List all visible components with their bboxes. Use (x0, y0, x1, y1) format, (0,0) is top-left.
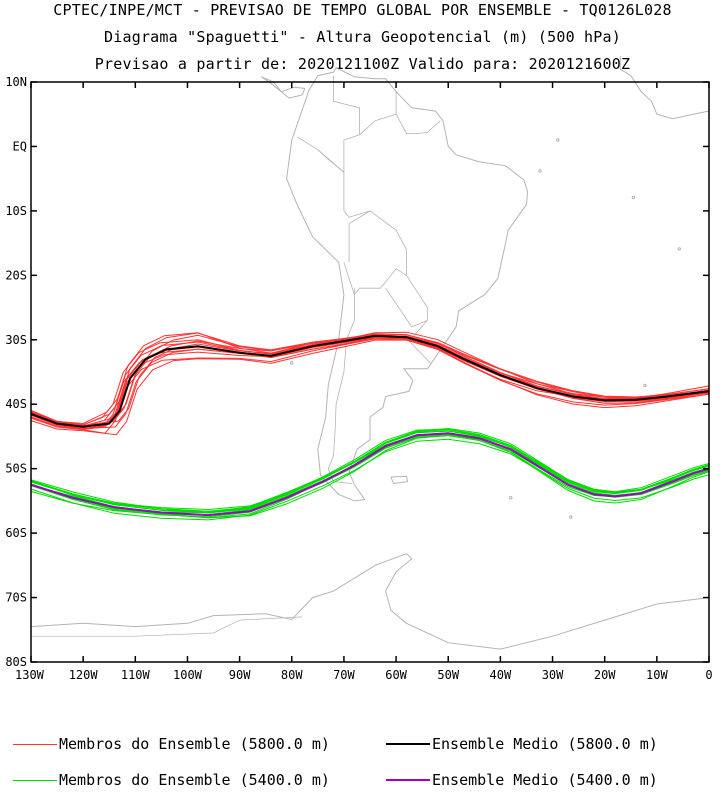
lat-label: 30S (5, 333, 27, 347)
lon-label: 120W (69, 668, 99, 682)
lon-label: 70W (333, 668, 355, 682)
country-border (317, 149, 428, 321)
lon-label: 0 (705, 668, 712, 682)
ensemble-member-line (30, 427, 710, 511)
ensemble-member-line (30, 334, 710, 427)
ensemble-member-line (30, 331, 710, 425)
ensemble-member-line (30, 428, 710, 514)
lon-label: 40W (490, 668, 512, 682)
title-line-2: Diagrama "Spaguetti" - Altura Geopotenci… (104, 28, 621, 46)
island (631, 195, 636, 200)
ensemble-member-line (30, 428, 710, 512)
island (569, 515, 573, 519)
longitude-labels: 130W 120W 110W 100W 90W 80W 70W 60W 50W 40W 30W 20W… (15, 668, 713, 682)
ice-shelf-edge (31, 616, 303, 637)
ensemble-member-line (30, 438, 710, 521)
coastlines (30, 56, 710, 650)
lat-label: 80S (5, 655, 27, 669)
ensemble-member-line (30, 428, 710, 513)
africa-coast (656, 110, 710, 120)
island (556, 138, 560, 142)
lon-label: 20W (594, 668, 616, 682)
ensemble-member-line (30, 337, 710, 430)
island (643, 383, 647, 388)
ensemble-member-line (30, 336, 710, 429)
lat-label: 50S (5, 462, 27, 476)
central-america-coast (261, 76, 306, 99)
lat-label: 20S (5, 268, 27, 282)
ensemble-member-line (30, 334, 710, 427)
island (677, 247, 681, 251)
lat-label: 70S (5, 591, 27, 605)
ensemble-mean-line (30, 334, 710, 428)
lat-label: EQ (13, 139, 27, 153)
title-line-1: CPTEC/INPE/MCT - PREVISAO DE TEMPO GLOBA… (53, 1, 672, 19)
ensemble-member-line (30, 434, 710, 519)
island (290, 361, 294, 365)
ensemble-mean-line (30, 432, 710, 517)
map-frame (30, 81, 710, 663)
latitude-labels: 10N EQ 10S 20S 30S 40S 50S 60S 70S 80S (5, 75, 27, 669)
lon-label: 80W (281, 668, 303, 682)
ensemble-member-line (30, 339, 710, 436)
ensemble-member-line (30, 333, 710, 426)
country-border (359, 91, 397, 136)
ensemble-means (30, 334, 710, 517)
lat-label: 60S (5, 526, 27, 540)
country-border (348, 210, 371, 263)
country-border (296, 75, 360, 174)
ensemble-member-line (30, 430, 710, 514)
lon-label: 100W (173, 668, 203, 682)
ensemble-member-line (30, 338, 710, 434)
ensemble-member-line (30, 430, 710, 513)
lon-label: 110W (121, 668, 151, 682)
lon-label: 10W (646, 668, 668, 682)
ensemble-member-line (30, 332, 710, 426)
country-border (385, 287, 432, 364)
island (538, 169, 542, 173)
axis-ticks (30, 81, 710, 663)
ensemble-member-line (30, 432, 710, 514)
lon-label: 50W (437, 668, 459, 682)
lat-label: 10N (5, 75, 27, 89)
falklands-coast (390, 475, 409, 485)
south-america-coast (286, 67, 529, 502)
lat-label: 40S (5, 397, 27, 411)
lon-label: 60W (385, 668, 407, 682)
ensemble-member-line (30, 334, 710, 427)
lat-label: 10S (5, 204, 27, 218)
lon-label: 130W (15, 668, 45, 682)
lon-label: 90W (229, 668, 251, 682)
lon-label: 30W (542, 668, 564, 682)
country-border (343, 262, 407, 296)
title-line-3: Previsao a partir de: 2020121100Z Valido… (94, 55, 631, 73)
island (509, 496, 513, 500)
country-border (395, 114, 441, 134)
ensemble-member-line (30, 434, 710, 516)
antarctica-coast (30, 553, 710, 650)
ensemble-member-line (30, 433, 710, 516)
africa-coast (619, 56, 658, 115)
